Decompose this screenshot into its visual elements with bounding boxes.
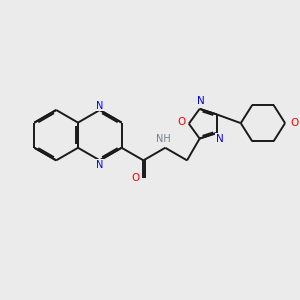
Text: N: N <box>197 97 205 106</box>
Text: O: O <box>290 118 299 128</box>
Text: N: N <box>96 100 103 111</box>
Text: O: O <box>131 173 139 183</box>
Text: NH: NH <box>156 134 171 144</box>
Text: N: N <box>96 160 103 170</box>
Text: O: O <box>177 117 186 127</box>
Text: N: N <box>216 134 224 144</box>
